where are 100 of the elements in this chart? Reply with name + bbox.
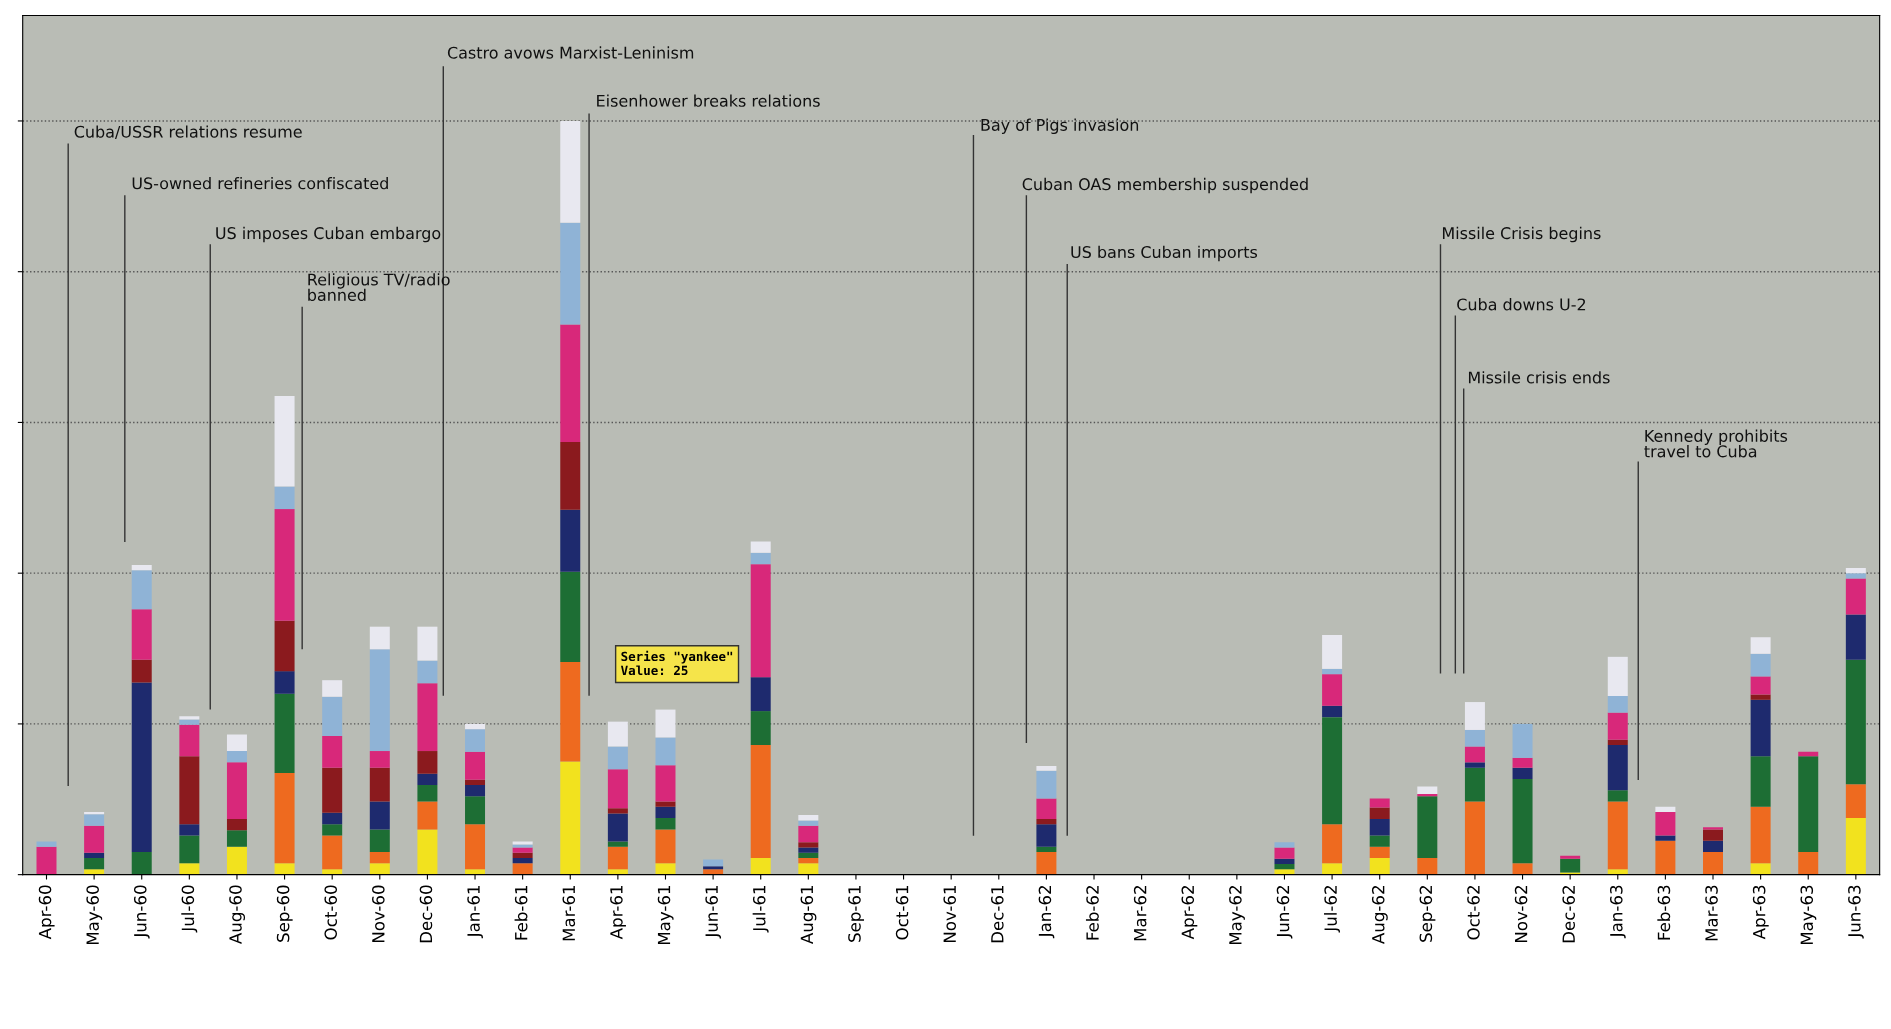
bar: [798, 847, 819, 853]
bar: [1607, 712, 1628, 740]
x-tick-label: May-63: [1800, 885, 1817, 945]
bar: [1512, 757, 1533, 768]
x-tick-label: Jun-62: [1276, 886, 1293, 939]
bar: [750, 745, 771, 859]
bar: [465, 784, 486, 797]
text: Castro avows Marxist-Leninism: [447, 46, 694, 59]
x-tick-label: Mar-63: [1705, 885, 1718, 941]
bar: [465, 723, 486, 730]
bar: [1322, 824, 1343, 864]
bar: [1655, 835, 1676, 841]
bar: [1464, 762, 1485, 768]
x-tick-label: Jan-62: [1038, 886, 1055, 939]
bar: [417, 801, 438, 830]
x-tick-label: Apr-62: [1181, 886, 1198, 940]
bar: [1750, 637, 1771, 654]
bar: [465, 869, 486, 875]
bar: [1464, 801, 1485, 875]
bar: [1464, 729, 1485, 747]
bar: [703, 866, 724, 870]
bar: [179, 835, 200, 864]
bar: [274, 509, 295, 621]
bar: [131, 659, 152, 683]
text: Eisenhower breaks relations: [597, 94, 820, 107]
bar: [226, 734, 247, 752]
annotation: Kennedy prohibits travel to Cuba: [1644, 429, 1788, 458]
bar: [226, 830, 247, 847]
bar: [465, 729, 486, 752]
bar: [369, 801, 390, 830]
bar: [274, 486, 295, 510]
bar: [1036, 818, 1057, 825]
bar: [1512, 767, 1533, 779]
bar: [703, 869, 724, 875]
bar: [369, 626, 390, 650]
bar: [226, 762, 247, 819]
bar: [512, 858, 533, 864]
bar: [179, 863, 200, 875]
bar: [36, 841, 57, 847]
bar: [1036, 846, 1057, 853]
bar: [1655, 812, 1676, 836]
bar: [560, 120, 581, 223]
x-tick-label: Mar-61: [562, 885, 576, 941]
bar: [131, 609, 152, 660]
bar: [655, 806, 676, 819]
bar: [1845, 614, 1866, 660]
bar: [274, 620, 295, 672]
bar: [131, 852, 152, 875]
annotation: Missile crisis ends: [1468, 371, 1610, 384]
bar: [274, 671, 295, 694]
x-tick-label: Nov-60: [372, 885, 385, 943]
x-tick-label: Aug-61: [800, 885, 817, 945]
bar: [226, 751, 247, 763]
bar: [1750, 699, 1771, 757]
annotation: US bans Cuban imports: [1071, 245, 1258, 262]
bar: [655, 801, 676, 807]
x-tick-label: Jun-63: [1848, 885, 1864, 939]
x-tick-label: Aug-62: [1371, 886, 1388, 945]
bar: [131, 682, 152, 853]
bar: [1845, 784, 1866, 819]
bar: [655, 818, 676, 830]
bar: [465, 824, 486, 870]
annotation: Cuban OAS membership suspended: [1022, 177, 1308, 194]
bar: [369, 829, 390, 853]
bar: [655, 829, 676, 864]
x-tick-label: Jun-61: [705, 885, 722, 939]
x-tick-label: Dec-60: [419, 885, 433, 943]
bar: [1703, 852, 1723, 875]
bar: [369, 863, 390, 875]
bar: [560, 761, 581, 875]
bar: [274, 863, 295, 875]
bar: [750, 677, 771, 712]
bar: [1036, 766, 1057, 771]
bar: [1607, 790, 1628, 802]
bar: [1274, 869, 1295, 875]
bar: [1322, 705, 1343, 718]
x-tick-label: Apr-60: [38, 885, 55, 940]
x-tick-label: Jun-60: [133, 885, 150, 939]
bar: [1655, 840, 1676, 875]
bar: [417, 773, 438, 785]
bar: [465, 796, 486, 825]
bar: [1607, 696, 1628, 713]
bar: [1274, 864, 1295, 870]
bar: [1322, 863, 1343, 875]
bar: [274, 772, 295, 864]
bar: [369, 649, 390, 752]
bar: [322, 835, 343, 870]
annotation: Cuba downs U-2: [1457, 298, 1586, 311]
x-tick-label: Sep-62: [1419, 886, 1436, 942]
bar: [1512, 723, 1533, 758]
bar: [1322, 674, 1343, 706]
annotation: Cuba/USSR relations resume: [74, 125, 302, 140]
bar: [560, 324, 581, 443]
bar: [607, 808, 628, 814]
x-tick-label: Oct-61: [895, 885, 909, 940]
bar: [1845, 578, 1866, 615]
bar: [750, 552, 771, 565]
bar: [560, 662, 581, 762]
bar: [1369, 858, 1390, 875]
bar: [1036, 824, 1057, 847]
